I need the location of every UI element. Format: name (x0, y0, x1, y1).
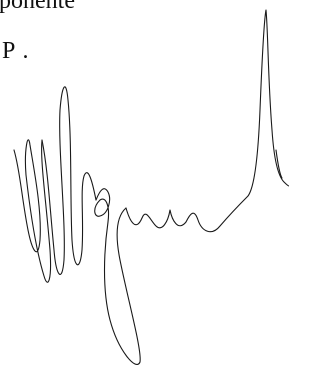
signature (0, 0, 289, 376)
document-page: ponente P . (0, 0, 289, 376)
